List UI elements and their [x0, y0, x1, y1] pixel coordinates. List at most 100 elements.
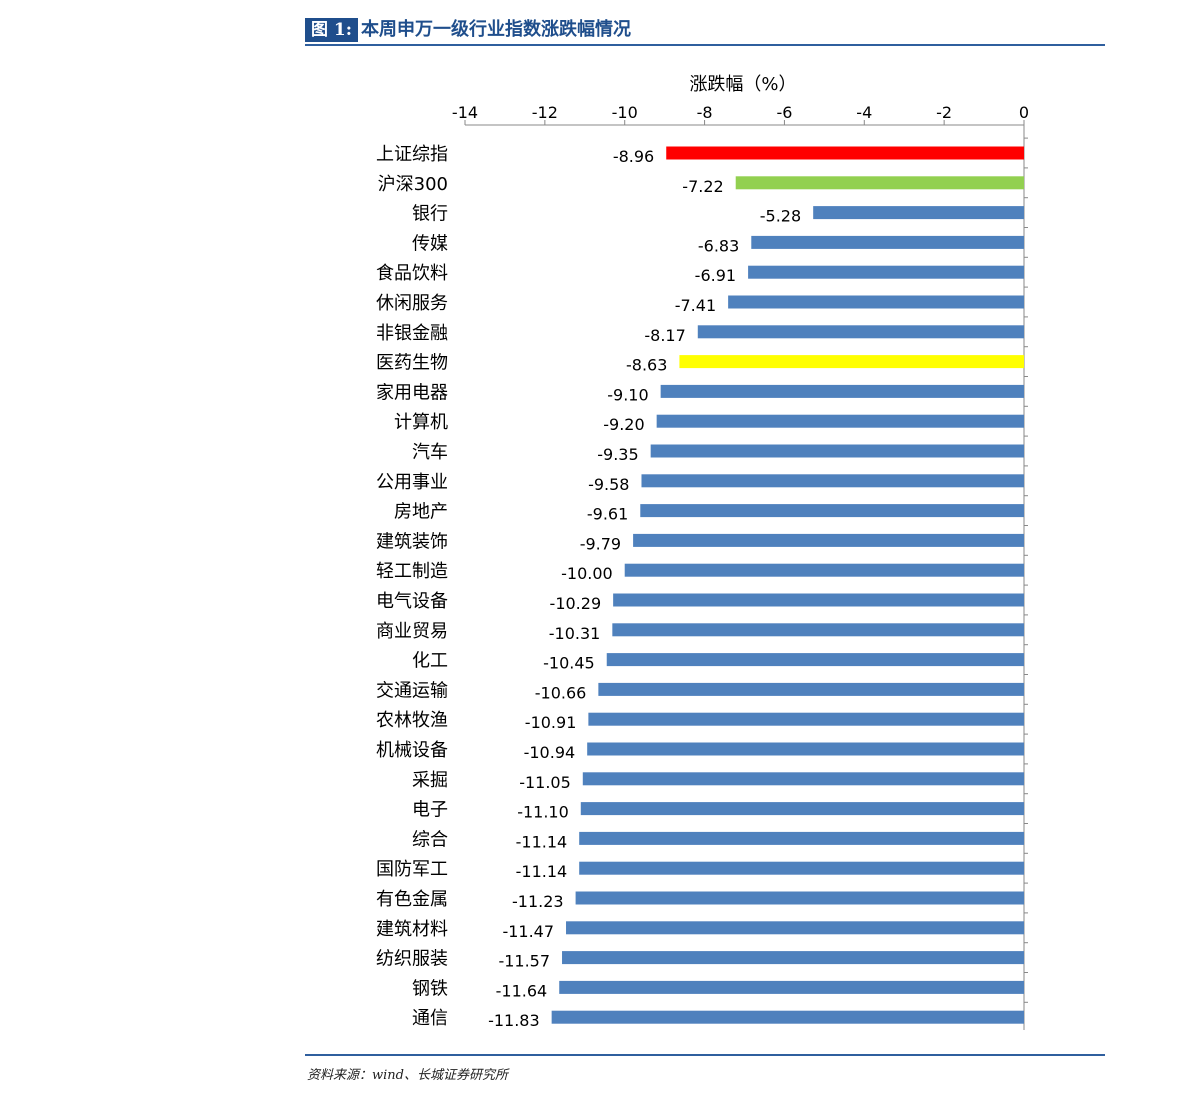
bar — [650, 444, 1024, 458]
bar — [606, 653, 1024, 667]
data-label: -10.31 — [549, 624, 601, 643]
bar — [582, 772, 1024, 786]
figure-title: 本周申万一级行业指数涨跌幅情况 — [361, 19, 631, 40]
data-label: -10.91 — [525, 713, 577, 732]
category-label: 通信 — [412, 1008, 448, 1029]
category-label: 国防军工 — [376, 859, 448, 880]
data-label: -8.96 — [613, 147, 654, 166]
bar — [679, 355, 1024, 369]
category-label: 纺织服装 — [376, 949, 448, 970]
data-label: -6.91 — [695, 266, 736, 285]
category-label: 有色金属 — [376, 889, 448, 910]
data-label: -11.83 — [488, 1011, 540, 1030]
category-label: 休闲服务 — [376, 293, 448, 314]
category-label: 化工 — [412, 651, 448, 672]
category-label: 交通运输 — [376, 680, 448, 701]
data-label: -9.61 — [587, 505, 628, 524]
data-label: -8.63 — [626, 356, 667, 375]
x-tick-label: -2 — [936, 103, 952, 122]
bar — [575, 891, 1024, 905]
category-label: 电气设备 — [376, 591, 448, 612]
category-label: 轻工制造 — [376, 561, 448, 582]
data-label: -11.14 — [516, 832, 568, 851]
category-label: 计算机 — [394, 412, 448, 433]
category-label: 电子 — [412, 800, 448, 821]
category-label: 传媒 — [412, 233, 448, 254]
data-label: -10.94 — [524, 743, 576, 762]
bar — [588, 712, 1024, 726]
data-label: -11.47 — [502, 922, 554, 941]
data-label: -7.22 — [682, 177, 723, 196]
bar — [562, 951, 1024, 965]
data-label: -10.29 — [550, 594, 602, 613]
data-label: -11.57 — [498, 952, 550, 971]
category-label: 上证综指 — [376, 144, 448, 165]
category-label: 机械设备 — [376, 740, 448, 761]
category-label: 商业贸易 — [376, 621, 448, 642]
category-label: 汽车 — [412, 442, 448, 463]
bar — [666, 146, 1024, 160]
bar — [579, 861, 1024, 875]
x-tick-label: 0 — [1019, 103, 1029, 122]
category-label: 建筑装饰 — [376, 531, 448, 552]
category-label: 钢铁 — [412, 978, 448, 999]
data-label: -5.28 — [760, 207, 801, 226]
category-label: 房地产 — [394, 502, 448, 523]
bar — [633, 533, 1024, 547]
data-label: -9.58 — [588, 475, 629, 494]
x-axis-label: 涨跌幅（%） — [689, 74, 796, 95]
figure-label: 图 1: — [305, 18, 359, 42]
data-label: -8.17 — [644, 326, 685, 345]
data-label: -10.66 — [535, 683, 587, 702]
category-label: 医药生物 — [376, 353, 448, 374]
category-label: 采掘 — [412, 770, 448, 791]
bar — [656, 414, 1024, 428]
bar — [566, 921, 1024, 935]
bar — [640, 504, 1024, 518]
category-label: 公用事业 — [376, 472, 448, 493]
data-label: -9.35 — [597, 445, 638, 464]
data-label: -11.23 — [512, 892, 564, 911]
data-label: -11.14 — [516, 862, 568, 881]
bar — [587, 742, 1024, 756]
data-label: -9.10 — [607, 385, 648, 404]
bar — [559, 980, 1024, 994]
bar — [613, 593, 1024, 607]
data-label: -11.10 — [517, 803, 569, 822]
x-tick-label: -4 — [856, 103, 872, 122]
data-label: -9.20 — [603, 415, 644, 434]
bar — [728, 295, 1024, 309]
bar — [735, 176, 1024, 190]
category-label: 银行 — [412, 204, 448, 225]
x-tick-label: -6 — [776, 103, 792, 122]
category-label: 家用电器 — [376, 382, 448, 403]
category-label: 建筑材料 — [376, 919, 448, 940]
figure-header: 图 1: 本周申万一级行业指数涨跌幅情况 — [305, 14, 1105, 46]
data-label: -6.83 — [698, 236, 739, 255]
data-label: -7.41 — [675, 296, 716, 315]
data-label: -11.64 — [496, 981, 548, 1000]
data-label: -11.05 — [519, 773, 571, 792]
category-label: 综合 — [412, 829, 448, 850]
bar — [748, 265, 1024, 279]
category-label: 农林牧渔 — [376, 710, 448, 731]
bar — [598, 682, 1024, 696]
x-tick-label: -8 — [697, 103, 713, 122]
x-axis: -14 -12 -10 -8 -6 -4 -2 0 — [452, 103, 1029, 1030]
bars: 上证综指 -8.96 沪深300 -7.22 银行 -5.28 传媒 -6.83 食品饮料 -6.… — [376, 137, 1028, 1030]
source-note: 资料来源：wind、长城证券研究所 — [307, 1068, 508, 1083]
data-label: -9.79 — [580, 534, 621, 553]
data-label: -10.45 — [543, 654, 595, 673]
category-label: 食品饮料 — [376, 263, 448, 284]
x-tick-label: -14 — [452, 103, 478, 122]
bar — [660, 384, 1024, 398]
bar — [579, 831, 1024, 845]
footer-divider — [305, 1054, 1105, 1056]
bar — [697, 325, 1024, 339]
bar — [612, 623, 1024, 637]
bar — [641, 474, 1024, 488]
x-tick-label: -12 — [532, 103, 558, 122]
bar — [813, 206, 1024, 220]
category-label: 沪深300 — [378, 174, 448, 195]
